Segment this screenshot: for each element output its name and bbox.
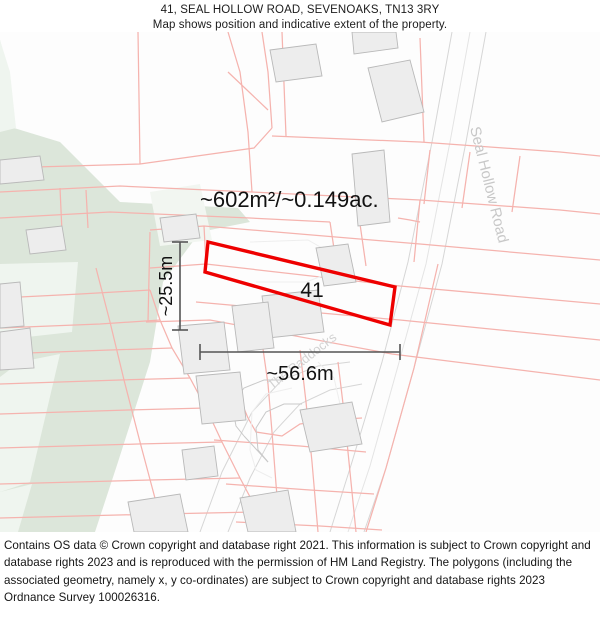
green-patch-left-2	[0, 40, 16, 132]
map-canvas[interactable]: Seal Hollow Road The Paddocks 41	[0, 32, 600, 532]
map-attribution: Contains OS data © Crown copyright and d…	[0, 533, 600, 625]
building-top-centre-2	[351, 32, 399, 55]
building-west-2	[177, 321, 231, 375]
map-vector-layer: Seal Hollow Road The Paddocks 41	[0, 32, 600, 532]
plot-number-label: 41	[300, 279, 323, 302]
width-label: ~56.6m	[266, 363, 333, 385]
building-west-1	[231, 301, 275, 353]
green-patch-left-4	[0, 484, 32, 532]
page-title: 41, SEAL HOLLOW ROAD, SEVENOAKS, TN13 3R…	[160, 4, 440, 16]
building-top-centre-1	[269, 43, 323, 83]
building-centre-small	[159, 213, 201, 243]
seal-hollow-road-centre	[347, 32, 471, 532]
height-label: ~25.5m	[156, 256, 176, 317]
building-far-west-1	[0, 281, 25, 329]
property-boundary-polygon[interactable]	[203, 239, 397, 328]
map-header: 41, SEAL HOLLOW ROAD, SEVENOAKS, TN13 3R…	[0, 0, 600, 32]
the-paddocks-edge-north	[199, 361, 351, 532]
dimension-lines-layer	[172, 241, 401, 360]
green-patch-left-3	[0, 354, 60, 492]
buildings-layer	[0, 32, 425, 532]
seal-hollow-road-edge-west	[329, 32, 453, 532]
the-paddocks-edge-south	[227, 383, 363, 532]
building-paddocks-3	[181, 445, 219, 481]
building-paddocks-1	[299, 401, 363, 453]
attribution-text: Contains OS data © Crown copyright and d…	[4, 539, 591, 605]
page-subtitle: Map shows position and indicative extent…	[152, 19, 448, 31]
building-nw-1	[0, 155, 45, 185]
building-west-4	[127, 493, 189, 532]
area-label: ~602m²/~0.149ac.	[200, 187, 379, 212]
building-west-3	[195, 371, 247, 425]
building-top-right-1	[367, 59, 425, 123]
building-nw-2	[25, 225, 67, 255]
building-paddocks-2	[239, 489, 297, 532]
building-far-west-2	[0, 327, 35, 371]
green-area-main	[0, 40, 250, 532]
building-right-1	[351, 149, 391, 227]
